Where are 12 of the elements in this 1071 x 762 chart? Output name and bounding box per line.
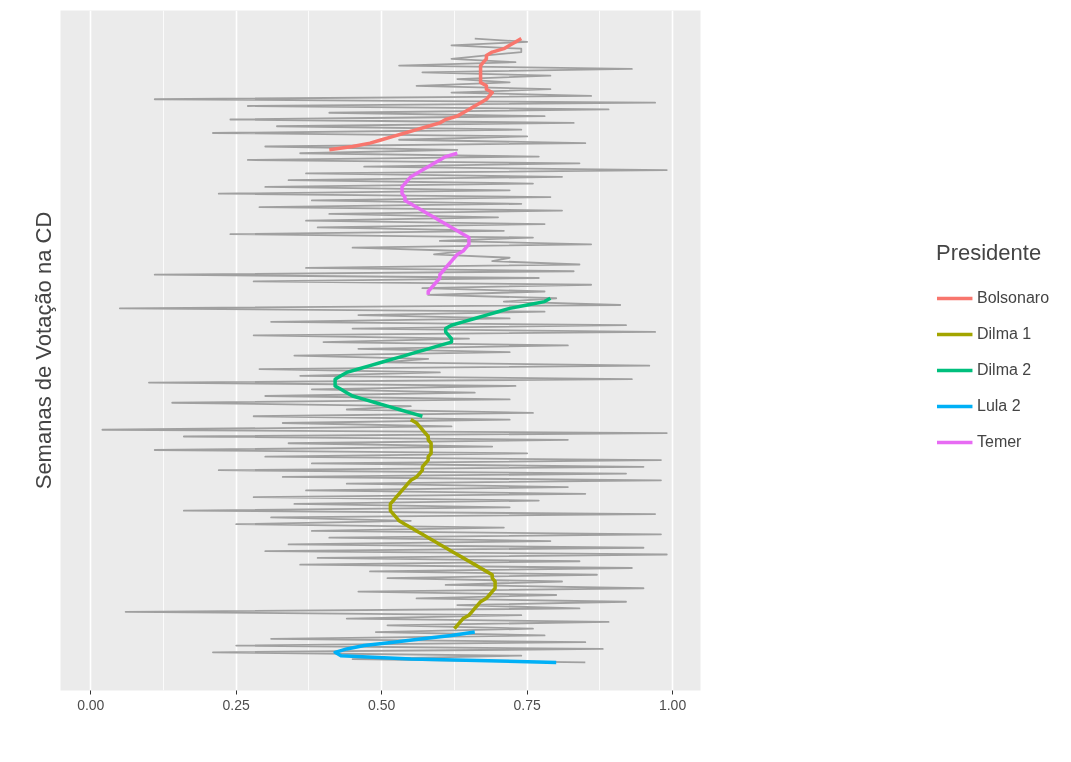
x-tick-label: 0.25 [222,696,251,713]
x-tick-label: 1.00 [658,696,687,713]
legend-label: Lula 2 [976,396,1021,416]
legend-label: Dilma 1 [976,324,1032,344]
x-tick-label: 0.50 [368,696,396,713]
legend-label: Temer [976,432,1022,452]
x-tick-label: 0.00 [77,696,105,713]
legend-label: Bolsonaro [976,288,1050,308]
legend-label: Dilma 2 [976,360,1032,380]
x-tick-label: 0.75 [513,696,541,713]
y-axis-title: Semanas de Votação na CD [30,211,56,490]
legend-title: Presidente [935,240,1043,266]
